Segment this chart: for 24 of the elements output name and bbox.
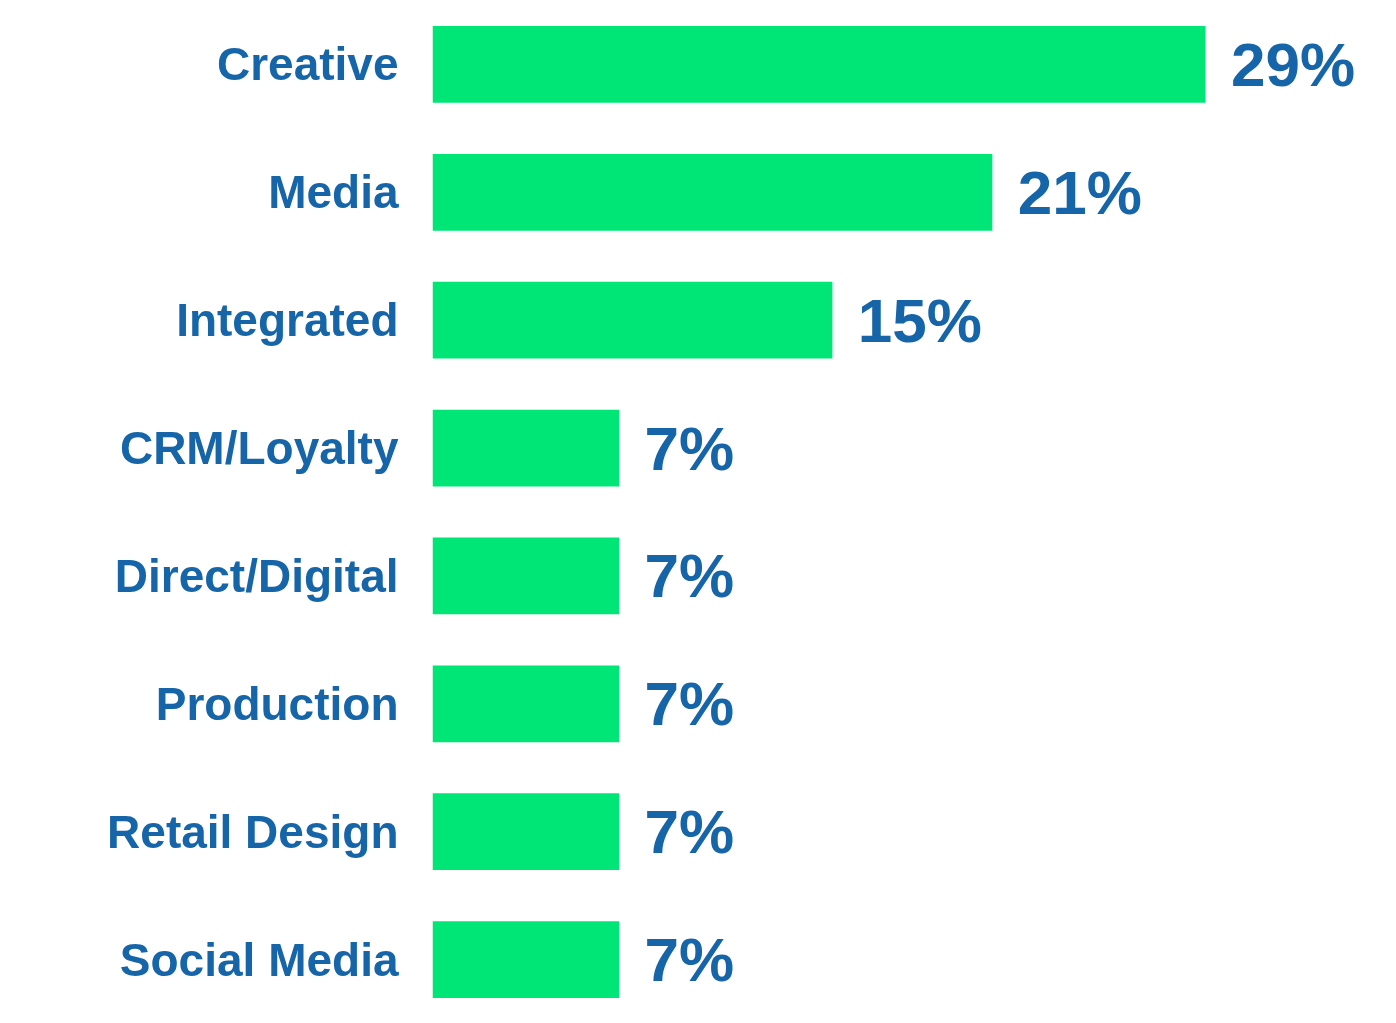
bar	[432, 793, 620, 871]
data-label: 7%	[644, 413, 735, 483]
y-tick-label: Creative	[216, 38, 399, 91]
bar	[432, 26, 1206, 103]
bar	[432, 665, 620, 743]
y-tick-label: Social Media	[119, 933, 399, 986]
data-label: 29%	[1231, 29, 1356, 99]
data-label: 15%	[857, 285, 982, 355]
data-label: 7%	[644, 925, 735, 995]
y-tick-label: Integrated	[176, 294, 399, 347]
y-tick-label: Retail Design	[107, 805, 399, 858]
y-tick-label: Production	[155, 677, 399, 730]
data-label: 7%	[644, 541, 735, 611]
bar	[432, 409, 620, 487]
bar	[432, 537, 620, 615]
data-label: 7%	[644, 669, 735, 739]
data-label: 7%	[644, 797, 735, 867]
y-tick-label: Direct/Digital	[114, 549, 399, 602]
bar	[432, 281, 833, 359]
bar	[432, 153, 993, 231]
bar	[432, 921, 620, 998]
y-tick-label: Media	[268, 166, 399, 219]
data-label: 21%	[1017, 157, 1142, 227]
y-tick-label: CRM/Loyalty	[119, 422, 399, 475]
